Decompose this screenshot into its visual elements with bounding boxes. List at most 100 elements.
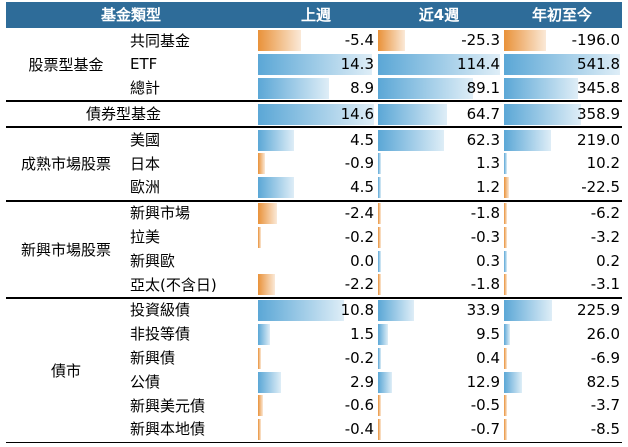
value-text: 114.4 bbox=[457, 55, 500, 74]
subcategory-label: 新興債 bbox=[130, 348, 176, 367]
value-cell: 12.9 bbox=[378, 371, 500, 393]
value-text: -0.9 bbox=[344, 154, 374, 173]
group-separator bbox=[6, 100, 622, 103]
group-separator bbox=[6, 126, 622, 129]
value-cell: -5.4 bbox=[258, 30, 374, 52]
subcategory-label: 拉美 bbox=[130, 227, 161, 246]
value-cell: -6.9 bbox=[504, 347, 620, 369]
value-text: 358.9 bbox=[577, 104, 620, 123]
data-bar bbox=[504, 347, 507, 369]
value-cell: -0.7 bbox=[378, 419, 500, 441]
fund-flow-table: 基金類型 上週 近4週 年初至今 共同基金 -5.4 -25.3 -196.0 ETF 1… bbox=[6, 2, 622, 443]
value-cell: -22.5 bbox=[504, 177, 620, 199]
subcategory-label: 新興本地債 bbox=[130, 420, 206, 439]
group-label: 新興市場股票 bbox=[20, 240, 111, 259]
data-bar bbox=[504, 226, 507, 248]
data-bar bbox=[258, 203, 278, 224]
data-bar bbox=[378, 419, 381, 441]
value-cell: -0.5 bbox=[378, 395, 500, 417]
value-text: 8.9 bbox=[350, 79, 374, 97]
data-bar bbox=[378, 371, 392, 393]
value-cell: -0.2 bbox=[258, 347, 374, 369]
value-text: -196.0 bbox=[571, 31, 620, 50]
value-text: 14.6 bbox=[340, 104, 374, 123]
data-bar bbox=[258, 347, 261, 369]
value-text: -0.7 bbox=[470, 420, 500, 439]
value-text: 4.5 bbox=[350, 130, 374, 149]
value-text: 2.9 bbox=[350, 372, 374, 391]
value-text: -0.2 bbox=[344, 227, 374, 246]
value-cell: 0.4 bbox=[378, 347, 500, 369]
value-cell: 0.3 bbox=[378, 250, 500, 272]
value-cell: 33.9 bbox=[378, 300, 500, 322]
data-bar bbox=[378, 324, 389, 345]
subcategory-label: 投資級債 bbox=[130, 301, 191, 320]
value-text: -25.3 bbox=[461, 31, 500, 50]
value-text: 345.8 bbox=[577, 79, 620, 97]
value-cell: -3.7 bbox=[504, 395, 620, 417]
value-text: 0.4 bbox=[476, 348, 500, 367]
data-bar bbox=[258, 54, 372, 76]
value-text: -3.2 bbox=[590, 227, 620, 246]
data-bar bbox=[504, 250, 507, 272]
value-text: 26.0 bbox=[586, 325, 620, 343]
header-last-week: 上週 bbox=[256, 2, 376, 28]
group-label: 股票型基金 bbox=[28, 56, 104, 75]
value-text: 1.2 bbox=[476, 178, 500, 197]
value-text: -1.8 bbox=[470, 204, 500, 222]
value-cell: 4.5 bbox=[258, 177, 374, 199]
subcategory-label: 日本 bbox=[130, 154, 161, 173]
subcategory-label: 亞太(不含日) bbox=[130, 275, 217, 294]
value-text: -1.8 bbox=[470, 275, 500, 294]
value-cell: 225.9 bbox=[504, 300, 620, 322]
value-cell: -1.8 bbox=[378, 274, 500, 296]
data-bar bbox=[504, 54, 620, 76]
value-cell: 1.5 bbox=[258, 324, 374, 345]
value-cell: 0.2 bbox=[504, 250, 620, 272]
value-cell: -25.3 bbox=[378, 30, 500, 52]
data-bar bbox=[258, 419, 262, 441]
data-bar bbox=[258, 324, 270, 345]
value-cell: -2.2 bbox=[258, 274, 374, 296]
data-bar bbox=[258, 300, 344, 322]
data-bar bbox=[378, 153, 381, 175]
value-cell: -3.2 bbox=[504, 226, 620, 248]
data-bar bbox=[504, 30, 546, 52]
value-text: -3.7 bbox=[590, 396, 620, 415]
value-cell: -0.6 bbox=[258, 395, 374, 417]
value-text: 14.3 bbox=[340, 55, 374, 74]
value-cell: 345.8 bbox=[504, 78, 620, 99]
value-cell: 541.8 bbox=[504, 54, 620, 76]
value-cell: 2.9 bbox=[258, 371, 374, 393]
value-text: 9.5 bbox=[476, 325, 500, 343]
data-bar bbox=[504, 395, 507, 417]
value-text: -0.5 bbox=[470, 396, 500, 415]
data-bar bbox=[378, 274, 381, 296]
value-cell: -196.0 bbox=[504, 30, 620, 52]
data-bar bbox=[378, 129, 445, 151]
value-cell: -1.8 bbox=[378, 203, 500, 224]
value-text: -3.1 bbox=[590, 275, 620, 294]
data-bar bbox=[378, 250, 381, 272]
subcategory-label: 新興歐 bbox=[130, 251, 176, 270]
value-text: -8.5 bbox=[590, 420, 620, 439]
group-separator bbox=[6, 199, 622, 202]
data-bar bbox=[504, 274, 507, 296]
value-cell: -0.2 bbox=[258, 226, 374, 248]
data-bar bbox=[504, 203, 507, 224]
value-text: 10.2 bbox=[586, 154, 620, 173]
data-bar bbox=[258, 226, 261, 248]
value-text: -22.5 bbox=[581, 178, 620, 197]
value-text: 82.5 bbox=[586, 372, 620, 391]
value-text: -0.4 bbox=[344, 420, 374, 439]
data-bar bbox=[378, 54, 500, 76]
value-text: 89.1 bbox=[466, 79, 500, 97]
data-bar bbox=[258, 274, 276, 296]
data-bar bbox=[258, 78, 329, 99]
subcategory-label: 新興市場 bbox=[130, 204, 191, 223]
value-cell: -8.5 bbox=[504, 419, 620, 441]
group-label: 債市 bbox=[50, 361, 81, 380]
value-text: 1.5 bbox=[350, 325, 374, 343]
value-text: 33.9 bbox=[466, 301, 500, 320]
data-bar bbox=[504, 103, 581, 125]
